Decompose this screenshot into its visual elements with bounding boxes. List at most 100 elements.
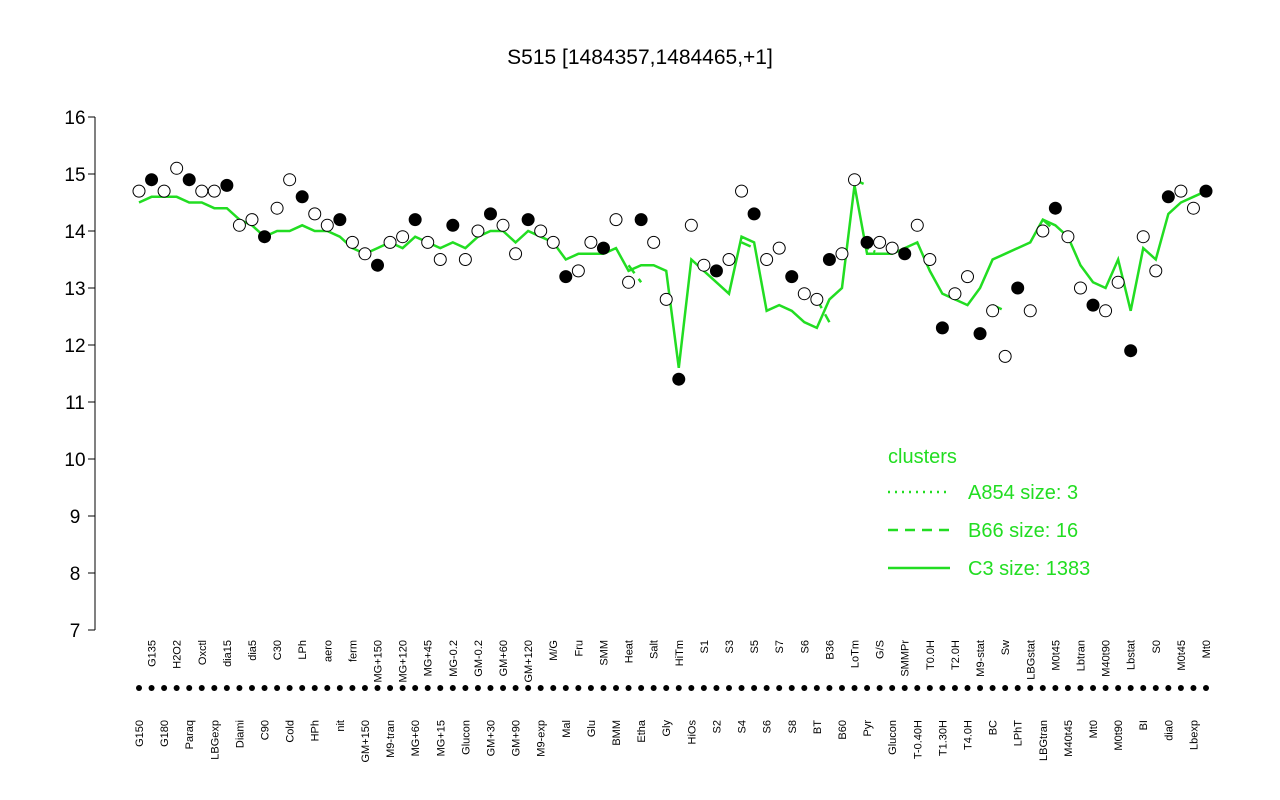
point <box>760 253 774 266</box>
point <box>458 253 472 266</box>
x-tick-label: GM+90 <box>511 720 523 756</box>
legend-label: A854 size: 3 <box>968 482 1078 504</box>
x-marker <box>1140 685 1147 691</box>
x-tick-label: M0t45 <box>1176 640 1188 671</box>
x-marker <box>449 685 456 691</box>
y-tick-label: 13 <box>64 279 85 300</box>
x-marker <box>374 685 381 691</box>
x-marker <box>1052 685 1059 691</box>
x-tick-label: S8 <box>787 720 799 733</box>
point <box>898 247 912 261</box>
x-marker <box>1152 685 1159 691</box>
x-tick-label: M0t45 <box>1050 640 1062 671</box>
point <box>207 184 221 198</box>
x-tick-label: S7 <box>774 640 786 653</box>
x-tick-label: MG+120 <box>398 640 410 683</box>
x-tick-label: Salt <box>649 640 661 659</box>
point <box>986 304 1000 318</box>
x-tick-label: HiOs <box>686 720 698 745</box>
x-tick-label: T0.0H <box>925 640 937 670</box>
x-marker <box>324 685 331 691</box>
x-marker <box>813 685 820 691</box>
x-marker <box>223 685 230 691</box>
x-marker <box>1165 685 1172 691</box>
x-marker <box>876 685 883 691</box>
x-marker <box>838 685 845 691</box>
x-marker <box>311 685 318 691</box>
point <box>358 247 372 261</box>
x-marker <box>148 685 155 691</box>
y-tick-label: 15 <box>64 165 85 186</box>
point <box>1186 201 1200 215</box>
legend-title: clusters <box>888 446 957 468</box>
x-tick-label: SMM <box>598 640 610 666</box>
y-tick-label: 7 <box>70 621 81 642</box>
x-tick-label: S3 <box>724 640 736 653</box>
x-tick-label: Paraq <box>184 720 196 749</box>
point <box>157 184 171 198</box>
x-marker <box>738 685 745 691</box>
x-marker <box>977 685 984 691</box>
point <box>973 327 987 341</box>
x-marker <box>412 685 419 691</box>
point <box>534 224 548 238</box>
legend-label: C3 size: 1383 <box>968 558 1090 580</box>
point <box>1086 298 1100 312</box>
x-tick-label: H2O2 <box>172 640 184 669</box>
y-tick-label: 10 <box>64 450 85 471</box>
x-tick-label: MG+60 <box>410 720 422 756</box>
y-tick-label: 12 <box>64 336 85 357</box>
y-tick-label: 9 <box>70 507 81 528</box>
legend: clusters <box>888 446 957 468</box>
x-marker <box>161 685 168 691</box>
x-marker <box>537 685 544 691</box>
point <box>308 207 322 221</box>
x-marker <box>1102 685 1109 691</box>
x-tick-label: Lbexp <box>1188 720 1200 750</box>
x-marker <box>299 685 306 691</box>
x-marker <box>562 685 569 691</box>
x-marker <box>1077 685 1084 691</box>
point <box>609 213 623 227</box>
point <box>835 247 849 261</box>
x-tick-label: GM+120 <box>523 640 535 683</box>
point <box>923 253 937 266</box>
point <box>295 190 309 204</box>
x-tick-label: C90 <box>260 720 272 740</box>
x-marker <box>650 685 657 691</box>
point <box>1161 190 1175 204</box>
point <box>132 184 146 198</box>
y-tick-label: 8 <box>70 564 81 585</box>
x-marker <box>725 685 732 691</box>
x-marker <box>638 685 645 691</box>
x-tick-label: LBGstat <box>1025 640 1037 680</box>
x-tick-label: Glucon <box>460 720 472 755</box>
point <box>446 218 460 232</box>
x-marker <box>751 685 758 691</box>
x-marker <box>424 685 431 691</box>
x-marker <box>1039 685 1046 691</box>
point <box>195 184 209 198</box>
point <box>735 184 749 198</box>
x-tick-label: G180 <box>159 720 171 747</box>
x-tick-label: B36 <box>824 640 836 660</box>
x-tick-label: Mt0 <box>1201 640 1213 658</box>
x-marker <box>236 685 243 691</box>
x-marker <box>700 685 707 691</box>
x-tick-label: Cold <box>285 720 297 743</box>
point <box>182 173 196 187</box>
x-marker <box>1190 685 1197 691</box>
x-marker <box>487 685 494 691</box>
point <box>1199 184 1213 198</box>
point <box>960 270 974 284</box>
x-tick-label: LBGexp <box>209 720 221 760</box>
point <box>1149 264 1163 278</box>
x-tick-label: M9-tran <box>385 720 397 758</box>
cluster-line <box>627 264 643 284</box>
x-marker <box>613 685 620 691</box>
x-tick-label: LPh <box>297 640 309 660</box>
x-marker <box>1090 685 1097 691</box>
x-marker <box>587 685 594 691</box>
x-tick-label: HiTm <box>674 640 686 666</box>
point <box>1124 344 1138 358</box>
